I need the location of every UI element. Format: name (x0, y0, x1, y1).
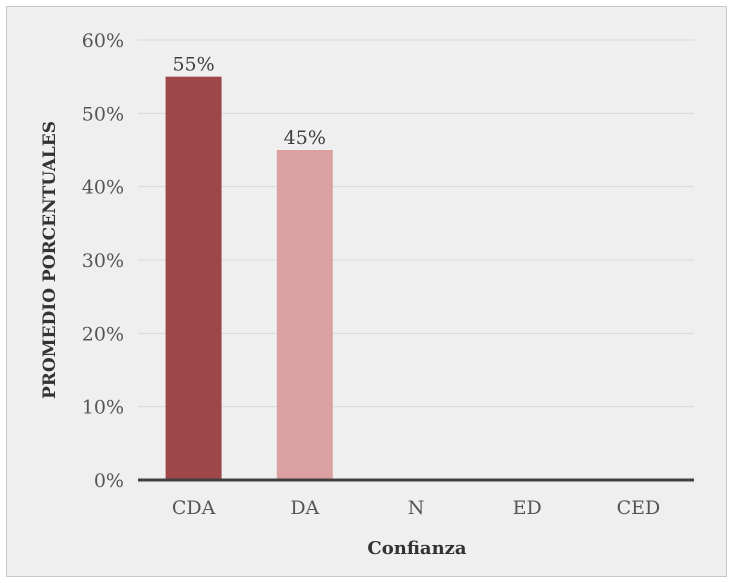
y-tick-label: 30% (82, 250, 124, 272)
x-tick-label: CED (617, 497, 661, 519)
y-axis-ticks: 0% 10% 20% 30% 40% 50% 60% (82, 30, 124, 492)
y-tick-label: 60% (82, 30, 124, 52)
bars (165, 76, 333, 481)
x-tick-label: DA (290, 497, 319, 519)
data-label: 55% (172, 54, 214, 76)
y-tick-label: 40% (82, 177, 124, 199)
x-tick-label: N (408, 497, 425, 519)
data-label: 45% (284, 127, 326, 149)
y-tick-label: 50% (82, 103, 124, 125)
y-axis-label: PROMEDIO PORCENTUALES (40, 121, 60, 399)
chart-frame (6, 6, 727, 577)
x-axis-ticks: CDA DA N ED CED (172, 497, 660, 519)
y-tick-label: 0% (94, 470, 124, 492)
gridlines (138, 39, 694, 408)
x-tick-label: ED (513, 497, 542, 519)
x-tick-label: CDA (172, 497, 216, 519)
bar-cda (165, 76, 222, 481)
bar-da (276, 150, 333, 480)
data-labels: 55% 45% (172, 54, 325, 149)
x-axis-label: Confianza (367, 538, 466, 559)
y-tick-label: 10% (82, 397, 124, 419)
y-tick-label: 20% (82, 323, 124, 345)
